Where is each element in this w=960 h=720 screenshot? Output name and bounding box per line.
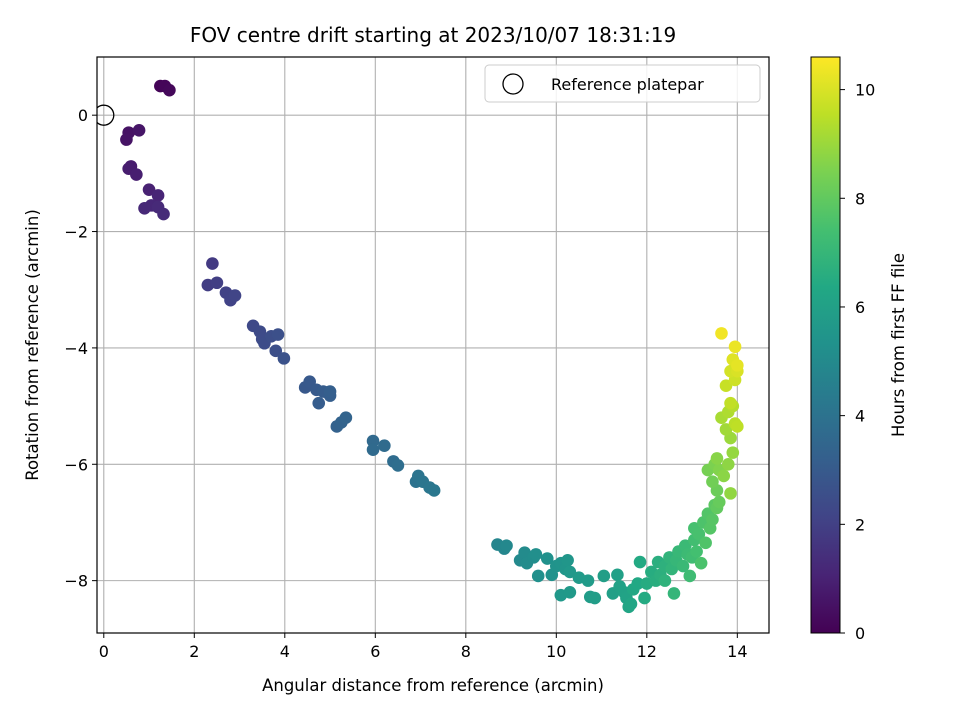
- data-point: [142, 183, 156, 196]
- data-point: [638, 591, 651, 605]
- y-tick-label: −4: [64, 339, 88, 358]
- data-point: [531, 569, 545, 583]
- data-point: [631, 577, 645, 590]
- data-point: [728, 340, 742, 354]
- data-point: [228, 289, 242, 302]
- plot-frame: [96, 56, 770, 634]
- data-point: [120, 133, 133, 146]
- data-point: [731, 420, 744, 433]
- data-point: [561, 553, 574, 567]
- data-point: [724, 396, 737, 410]
- x-tick-label: 14: [727, 642, 747, 661]
- data-point: [683, 569, 697, 583]
- data-point: [132, 124, 146, 137]
- colorbar: 0 2 4 6 8 10 Hours from first FF file: [810, 56, 908, 643]
- data-point: [692, 527, 706, 541]
- x-tick-label: 2: [189, 642, 199, 661]
- data-point: [540, 552, 554, 565]
- legend-box: [484, 64, 761, 103]
- y-axis-label: Rotation from reference (arcmin): [23, 209, 42, 481]
- data-point: [699, 536, 712, 550]
- data-point: [633, 555, 647, 569]
- chart-title: FOV centre drift starting at 2023/10/07 …: [190, 23, 676, 47]
- y-tick-label: −8: [64, 572, 88, 591]
- data-point: [366, 434, 380, 448]
- x-tick-label: 4: [280, 642, 290, 661]
- grid: [97, 57, 769, 633]
- data-point: [667, 587, 681, 600]
- data-point: [269, 344, 283, 358]
- colorbar-tick-label: 8: [855, 189, 865, 208]
- data-point: [206, 257, 219, 270]
- data-point: [312, 396, 326, 410]
- data-point: [690, 545, 703, 558]
- colorbar-label: Hours from first FF file: [889, 253, 908, 437]
- colorbar-tick-label: 0: [855, 624, 865, 643]
- data-point: [366, 443, 380, 457]
- data-point: [271, 328, 285, 341]
- data-point: [529, 548, 543, 561]
- data-point: [588, 591, 602, 605]
- x-tick-label: 12: [637, 642, 657, 661]
- colorbar-tick-label: 6: [855, 298, 865, 317]
- data-points: [120, 79, 744, 614]
- data-point: [378, 439, 391, 452]
- data-point: [719, 423, 733, 436]
- data-point: [719, 379, 733, 393]
- x-tick-label: 0: [99, 642, 109, 661]
- data-point: [715, 327, 728, 340]
- data-point: [427, 484, 441, 497]
- legend-entry-reference: Reference platepar: [551, 75, 704, 94]
- reference-marker-group: [97, 104, 115, 126]
- colorbar-tick-label: 4: [855, 407, 865, 426]
- data-point: [721, 457, 735, 471]
- y-tick-label: −6: [64, 455, 88, 474]
- reference-marker: [97, 104, 115, 126]
- data-point: [581, 574, 595, 587]
- data-point: [726, 446, 740, 459]
- colorbar-tick-label: 2: [855, 515, 865, 534]
- data-point: [151, 189, 165, 202]
- y-tick-label: 0: [78, 106, 88, 125]
- data-point: [694, 556, 708, 570]
- x-tick-label: 6: [370, 642, 380, 661]
- data-point: [157, 207, 170, 221]
- x-axis-ticks: 0 2 4 6 8 10 12 14: [99, 633, 748, 661]
- data-point: [611, 568, 624, 582]
- colorbar-tick-label: 10: [855, 81, 875, 100]
- colorbar-gradient: [810, 56, 841, 634]
- y-axis-ticks: 0 −2 −4 −6 −8: [64, 106, 97, 591]
- data-point: [138, 201, 151, 215]
- x-tick-label: 8: [461, 642, 471, 661]
- data-point: [563, 565, 577, 579]
- data-point: [676, 559, 690, 573]
- data-point: [624, 597, 638, 611]
- data-point: [717, 469, 731, 483]
- data-point: [163, 83, 176, 97]
- y-tick-label: −2: [64, 223, 88, 242]
- legend: Reference platepar: [484, 64, 761, 103]
- data-point: [706, 513, 719, 526]
- data-point: [724, 487, 737, 500]
- data-point: [706, 475, 719, 489]
- data-point: [731, 359, 744, 372]
- data-point: [210, 276, 224, 290]
- data-point: [339, 411, 353, 425]
- x-tick-label: 10: [546, 642, 566, 661]
- data-point: [712, 495, 726, 509]
- data-point: [597, 569, 611, 583]
- data-point: [500, 539, 513, 553]
- x-axis-label: Angular distance from reference (arcmin): [262, 676, 604, 695]
- data-point: [130, 168, 143, 181]
- data-point: [710, 452, 724, 465]
- data-point: [323, 385, 337, 398]
- data-point: [277, 352, 291, 365]
- colorbar-ticks: 0 2 4 6 8 10: [840, 81, 875, 643]
- data-point: [391, 459, 405, 472]
- data-point: [563, 585, 577, 599]
- legend-marker-icon: [502, 73, 524, 95]
- data-point: [658, 574, 672, 587]
